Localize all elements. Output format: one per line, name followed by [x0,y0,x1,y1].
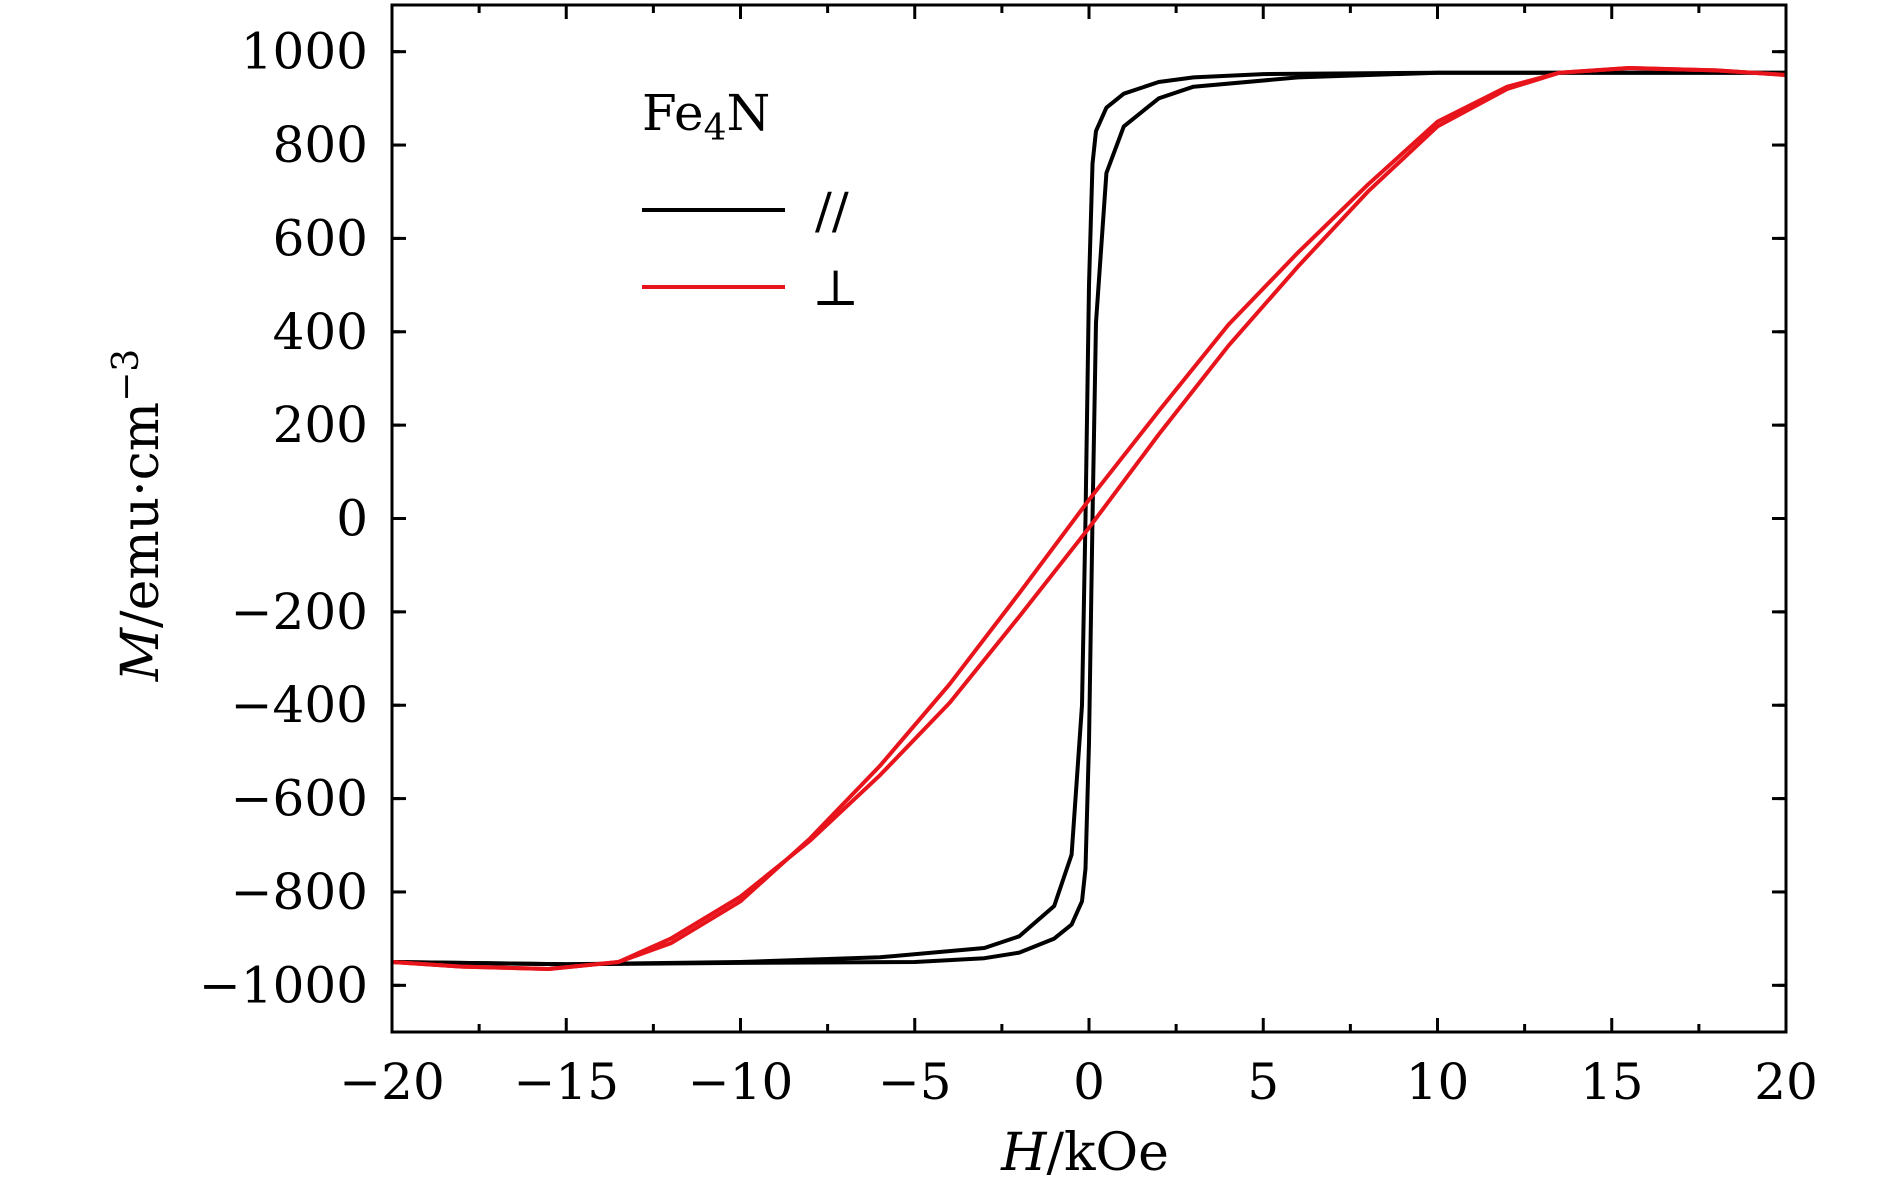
series-parallel-branch-1 [392,70,1786,967]
y-tick-label: 800 [273,116,368,174]
y-axis-title-symbol: M [111,626,171,682]
x-tick-label: 0 [1073,1053,1105,1111]
series-perpendicular-branch-1 [392,66,1786,971]
x-axis-title-unit: /kOe [1046,1123,1168,1183]
x-tick-label: −20 [339,1053,445,1111]
y-tick-label: 0 [336,490,368,548]
x-tick-label: −10 [688,1053,794,1111]
legend-title-base: Fe [642,84,704,142]
series-perpendicular-branch-2 [392,66,1786,971]
y-tick-label: −600 [231,770,368,828]
y-axis-title-exponent: −3 [106,349,147,402]
x-tick-label: −15 [513,1053,619,1111]
y-tick-label: 600 [273,209,368,267]
x-tick-label: 15 [1580,1053,1644,1111]
x-tick-label: 20 [1754,1053,1818,1111]
legend-title: Fe4N [642,84,770,149]
y-tick-label: −200 [231,583,368,641]
x-axis-title-symbol: H [1000,1123,1048,1183]
y-tick-label: −800 [231,863,368,921]
x-tick-label: −5 [878,1053,952,1111]
x-tick-label: 5 [1247,1053,1279,1111]
y-tick-label: 1000 [241,23,368,81]
ticks-layer: −20 −15 −10 −5 0 5 10 15 20 −1000 −800 −600 −400 −200… [199,5,1818,1111]
x-tick-label: 10 [1406,1053,1470,1111]
y-tick-label: 200 [273,396,368,454]
y-axis-title: M/emu·cm−3 [106,349,171,682]
series-layer [392,66,1786,971]
y-tick-label: 400 [273,303,368,361]
y-axis-title-unit: /emu·cm [111,402,171,628]
x-axis-title: H/kOe [1000,1123,1169,1183]
y-tick-label: −400 [231,676,368,734]
legend-label-parallel: // [815,182,849,240]
legend-title-sub: 4 [704,108,727,149]
series-parallel-branch-2 [392,70,1786,967]
legend-title-rest: N [726,84,770,142]
legend: Fe4N // ⊥ [642,84,859,317]
plot-frame [390,3,1788,1034]
legend-label-perpendicular: ⊥ [812,259,859,317]
y-tick-label: −1000 [199,956,368,1014]
